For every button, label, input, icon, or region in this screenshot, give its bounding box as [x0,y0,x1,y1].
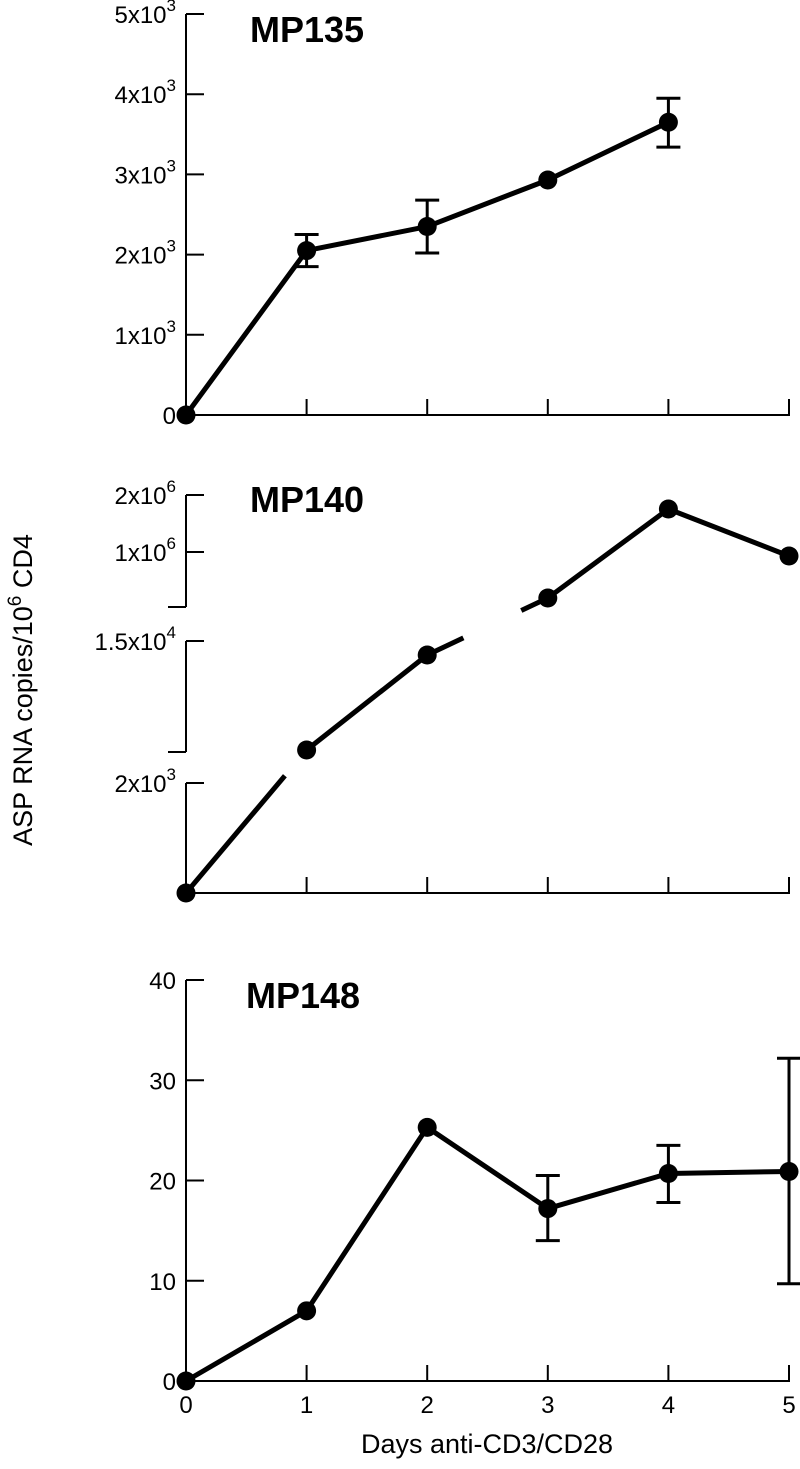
series-line-segment [667,506,790,559]
y-tick-label: 1x103 [114,317,176,350]
x-tick-label: 1 [300,1392,313,1419]
x-tick-label: 4 [662,1392,675,1419]
data-point [297,1301,317,1321]
x-tick-label: 3 [541,1392,554,1419]
x-axis-title: Days anti-CD3/CD28 [361,1429,613,1459]
data-point [538,588,558,608]
data-point [538,170,558,190]
chart-panel-mp135: MP135 0 1x103 2x103 3x103 4x103 5x103 [114,0,790,430]
y-tick-label: 40 [149,968,176,995]
series-line-segment [546,506,670,601]
y-tick-label: 1x106 [114,534,176,567]
y-tick-label: 0 [163,1369,176,1396]
data-point [297,740,317,760]
y-tick-label: 10 [149,1269,176,1296]
y-tick-label: 20 [149,1169,176,1196]
y-tick-label: 30 [149,1068,176,1095]
x-tick-label: 2 [421,1392,434,1419]
y-tick-label: 3x103 [114,156,176,189]
y-tick-label: 5x103 [114,0,176,29]
chart-panel-mp148: MP148 0 1 2 3 4 5 0 10 20 30 40 [149,968,800,1419]
data-point [779,1161,799,1181]
y-tick-label: 1.5x104 [94,623,176,656]
series-line [184,1124,790,1384]
panel-title: MP140 [250,479,364,520]
data-point [658,112,678,132]
data-point [176,1371,196,1391]
y-tick-label: 0 [163,403,176,430]
data-point [297,241,317,261]
data-point [417,645,437,665]
y-tick-label: 4x103 [114,76,176,109]
x-tick-label: 5 [782,1392,795,1419]
data-point [417,217,437,237]
panel-title: MP135 [250,9,364,50]
data-point [658,1163,678,1183]
data-point [779,546,799,566]
data-point [176,405,196,425]
y-tick-label: 2x103 [114,765,176,798]
data-point [538,1199,558,1219]
y-tick-label: 2x106 [114,477,176,510]
chart-panel-mp140: MP140 2x103 1.5x104 1x106 2x106 [94,477,799,903]
data-point [417,1117,437,1137]
x-tick-label: 0 [179,1392,192,1419]
data-point [176,883,196,903]
data-point [658,499,678,519]
series-line-segment [184,774,287,895]
y-axis-title: ASP RNA copies/106 CD4 [5,534,38,846]
series-line-segment [305,653,429,752]
y-tick-label: 2x103 [114,237,176,270]
panel-title: MP148 [246,975,360,1016]
series-line [183,120,670,417]
